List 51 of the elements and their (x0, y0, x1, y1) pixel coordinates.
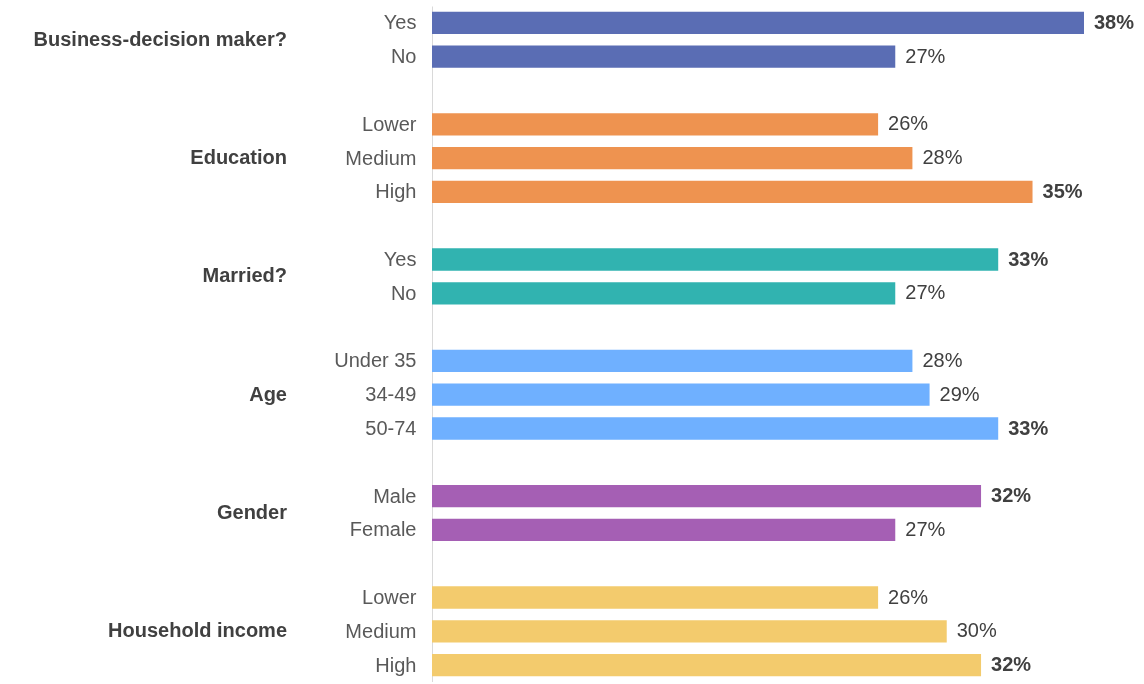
bar (432, 248, 999, 271)
y-tick-label: 34-49 (365, 383, 417, 406)
y-tick-label: Female (349, 518, 417, 541)
text: Married? (202, 264, 287, 287)
y-tick-label: Under 35 (334, 349, 417, 372)
y-tick-label: Lower (362, 586, 417, 608)
text: Education (190, 146, 287, 169)
y-tick-label: High (375, 653, 417, 676)
data-label: 33% (1008, 247, 1049, 270)
y-tick-label: No (390, 281, 417, 304)
y-tick-label: 50-74 (365, 417, 417, 439)
text: Household income (108, 619, 287, 642)
data-label: 35% (1042, 179, 1083, 202)
y-tick-label: Medium (345, 146, 417, 169)
data-label: 28% (922, 146, 963, 169)
bar (432, 518, 896, 542)
data-label: 28% (922, 348, 963, 371)
data-label: 32% (991, 653, 1032, 676)
bar (432, 653, 982, 677)
data-label: 33% (1008, 416, 1049, 439)
bar (432, 484, 982, 508)
bar (432, 146, 913, 170)
data-label: 32% (991, 484, 1032, 507)
y-tick-label: Yes (383, 248, 417, 270)
bar (432, 113, 879, 136)
bar (432, 45, 896, 68)
bar (432, 620, 947, 643)
bar (432, 383, 930, 406)
data-label: 26% (888, 112, 929, 135)
data-label: 27% (905, 44, 946, 67)
bar (432, 11, 1084, 35)
data-label: 27% (905, 281, 946, 304)
y-tick-label: Yes (383, 11, 417, 34)
data-label: 29% (939, 382, 980, 405)
text: Business-decision maker? (33, 27, 287, 50)
data-label: 38% (1094, 10, 1135, 33)
bar (432, 417, 999, 440)
data-label: 27% (905, 517, 946, 540)
bar (432, 282, 896, 305)
y-tick-label: Medium (345, 619, 417, 642)
data-label: 26% (888, 585, 929, 608)
bar (432, 180, 1033, 204)
y-tick-label: High (375, 180, 417, 203)
y-tick-label: No (390, 45, 417, 68)
y-tick-label: Male (373, 484, 417, 507)
data-label: 30% (956, 619, 997, 642)
bar (432, 586, 879, 609)
text: Gender (216, 501, 288, 523)
text: Age (249, 382, 287, 405)
y-tick-label: Lower (362, 112, 417, 135)
bar (432, 349, 913, 373)
